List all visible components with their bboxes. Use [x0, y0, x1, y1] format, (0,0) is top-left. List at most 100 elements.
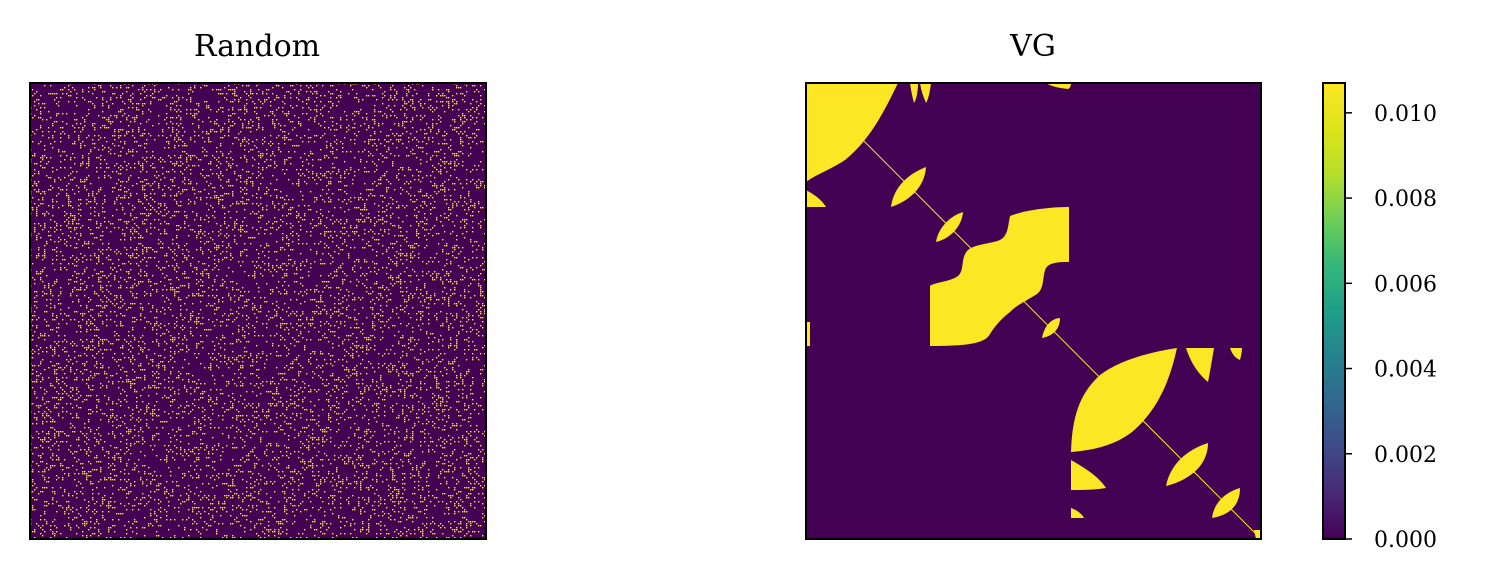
random-cell [422, 117, 424, 119]
random-cell [76, 93, 78, 95]
random-cell [182, 261, 184, 263]
random-cell [124, 161, 126, 163]
random-cell [182, 343, 184, 345]
random-cell [32, 141, 34, 143]
random-cell [146, 179, 148, 181]
random-cell [120, 111, 122, 113]
random-cell [214, 297, 216, 299]
random-cell [104, 201, 106, 203]
random-cell [190, 315, 192, 317]
random-cell [286, 137, 288, 139]
random-cell [150, 257, 152, 259]
random-cell [354, 139, 356, 141]
random-cell [388, 233, 390, 235]
random-cell [338, 267, 340, 269]
random-cell [188, 285, 190, 287]
random-cell [34, 155, 36, 157]
random-cell [246, 111, 248, 113]
random-cell [118, 307, 120, 309]
random-cell [406, 215, 408, 217]
random-cell [430, 131, 432, 133]
random-cell [130, 345, 132, 347]
random-cell [320, 241, 322, 243]
random-cell [222, 175, 224, 177]
random-cell [44, 257, 46, 259]
random-cell [466, 203, 468, 205]
random-cell [186, 339, 188, 341]
random-cell [464, 219, 466, 221]
random-cell [168, 331, 170, 333]
random-cell [132, 287, 134, 289]
random-cell [224, 87, 226, 89]
random-cell [430, 333, 432, 335]
random-cell [170, 107, 172, 109]
random-cell [248, 171, 250, 173]
random-cell [214, 267, 216, 269]
random-cell [70, 237, 72, 239]
random-cell [50, 189, 52, 191]
random-cell [258, 205, 260, 207]
random-cell [398, 275, 400, 277]
random-cell [358, 207, 360, 209]
random-cell [198, 191, 200, 193]
random-cell [448, 301, 450, 303]
random-cell [238, 175, 240, 177]
random-cell [172, 265, 174, 267]
random-cell [156, 291, 158, 293]
random-cell [466, 169, 468, 171]
random-cell [52, 147, 54, 149]
random-cell [372, 89, 374, 91]
random-cell [34, 93, 36, 95]
random-cell [88, 113, 90, 115]
random-cell [100, 239, 102, 241]
random-cell [144, 343, 146, 345]
random-cell [310, 191, 312, 193]
random-cell [234, 319, 236, 321]
random-cell [100, 251, 102, 253]
random-cell [224, 223, 226, 225]
random-cell [124, 221, 126, 223]
random-cell [482, 207, 484, 209]
random-cell [276, 109, 278, 111]
random-cell [450, 167, 452, 169]
random-cell [126, 253, 128, 255]
random-cell [144, 317, 146, 319]
random-cell [456, 339, 458, 341]
random-cell [182, 163, 184, 165]
random-cell [364, 171, 366, 173]
random-cell [46, 275, 48, 277]
random-cell [70, 205, 72, 207]
random-cell [408, 275, 410, 277]
random-cell [280, 293, 282, 295]
random-cell [150, 209, 152, 211]
random-cell [158, 213, 160, 215]
random-cell [338, 309, 340, 311]
random-cell [100, 155, 102, 157]
random-cell [454, 103, 456, 105]
random-cell [348, 305, 350, 307]
random-cell [94, 293, 96, 295]
random-cell [146, 89, 148, 91]
random-cell [412, 127, 414, 129]
random-cell [122, 325, 124, 327]
random-cell [128, 331, 130, 333]
random-cell [150, 103, 152, 105]
random-cell [476, 121, 478, 123]
random-cell [36, 163, 38, 165]
random-cell [446, 101, 448, 103]
random-cell [482, 291, 484, 293]
random-cell [84, 119, 86, 121]
random-cell [474, 323, 476, 325]
random-cell [262, 335, 264, 337]
random-cell [88, 91, 90, 93]
random-cell [284, 339, 286, 341]
random-cell [120, 219, 122, 221]
random-cell [42, 155, 44, 157]
random-cell [182, 181, 184, 183]
random-cell [76, 281, 78, 283]
random-cell [422, 275, 424, 277]
random-cell [330, 129, 332, 131]
random-cell [300, 125, 302, 127]
random-cell [386, 141, 388, 143]
random-cell [448, 303, 450, 305]
